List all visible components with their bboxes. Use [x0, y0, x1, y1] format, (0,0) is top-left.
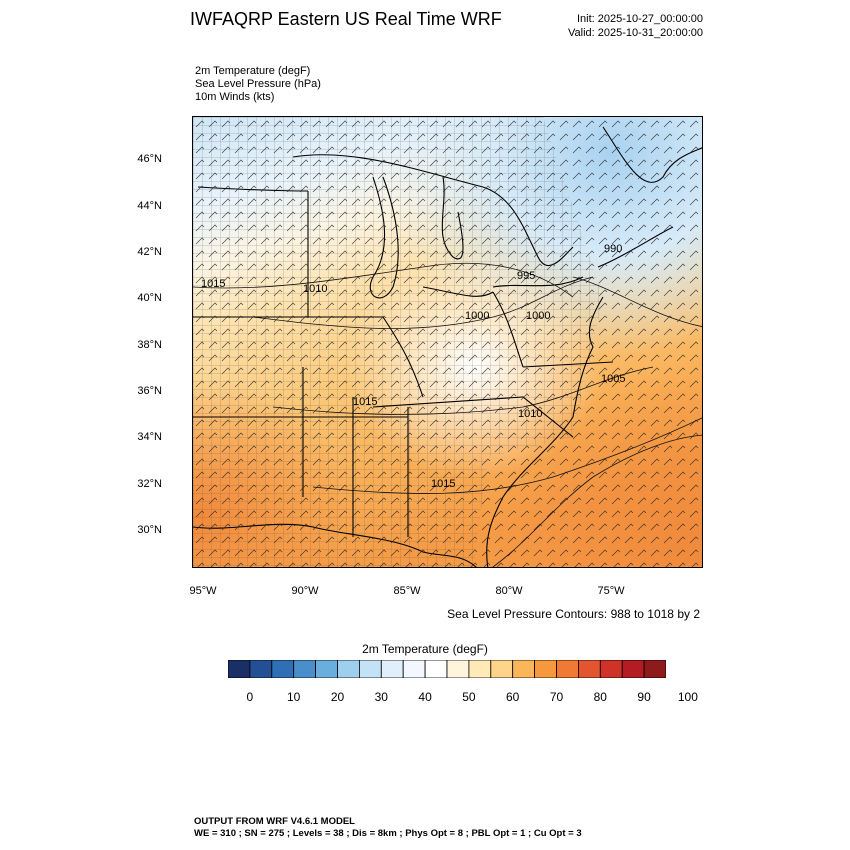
field-winds-label: 10m Winds (kts) [195, 91, 275, 103]
colorbar-label-70: 70 [549, 690, 564, 704]
field-temperature-label: 2m Temperature (degF) [195, 65, 311, 77]
contour-note: Sea Level Pressure Contours: 988 to 1018… [447, 607, 700, 621]
pressure-label-995: 995 [517, 270, 535, 282]
lat-label-44: 44°N [137, 200, 162, 212]
lat-label-32: 32°N [137, 478, 162, 490]
lat-label-30: 30°N [137, 524, 162, 536]
lat-label-38: 38°N [137, 339, 162, 351]
colorbar-swatch-1 [249, 660, 273, 678]
pressure-label-1000-b: 1000 [526, 310, 550, 322]
colorbar-swatch-2 [271, 660, 295, 678]
pressure-label-1010-west: 1010 [303, 283, 327, 295]
colorbar-swatch-19 [643, 660, 666, 678]
colorbar-swatch-0 [228, 660, 251, 678]
lon-label-80: 80°W [495, 585, 523, 597]
footer-model-line: OUTPUT FROM WRF V4.6.1 MODEL [194, 816, 355, 827]
field-pressure-label: Sea Level Pressure (hPa) [195, 78, 321, 90]
colorbar-swatch-18 [621, 660, 645, 678]
colorbar-title: 2m Temperature (degF) [362, 642, 488, 656]
colorbar-swatch-9 [424, 660, 448, 678]
wind-barbs [193, 117, 702, 567]
colorbar-swatch-5 [337, 660, 360, 678]
pressure-label-1010-east: 1010 [518, 408, 542, 420]
valid-time: Valid: 2025-10-31_20:00:00 [568, 27, 703, 39]
lat-label-34: 34°N [137, 431, 162, 443]
colorbar [228, 660, 666, 678]
pressure-label-1005: 1005 [601, 373, 625, 385]
lat-label-40: 40°N [137, 292, 162, 304]
pressure-labels: 1015 1010 1000 1000 995 990 1005 1015 10… [201, 243, 625, 490]
lon-label-85: 85°W [393, 585, 421, 597]
colorbar-swatch-12 [490, 660, 514, 678]
lon-label-75: 75°W [597, 585, 625, 597]
map-title: IWFAQRP Eastern US Real Time WRF [190, 9, 502, 29]
lon-label-90: 90°W [291, 585, 319, 597]
pressure-contours [193, 262, 702, 567]
lat-label-36: 36°N [137, 385, 162, 397]
lon-label-95: 95°W [189, 585, 217, 597]
colorbar-swatch-6 [358, 660, 382, 678]
pressure-label-1015-south: 1015 [431, 478, 455, 490]
colorbar-label-50: 50 [462, 690, 476, 704]
colorbar-swatch-13 [512, 660, 536, 678]
colorbar-swatch-14 [534, 660, 557, 678]
colorbar-label-30: 30 [374, 690, 388, 704]
colorbar-label-0: 0 [246, 690, 254, 704]
colorbar-label-80: 80 [593, 690, 607, 704]
colorbar-label-60: 60 [506, 690, 520, 704]
colorbar-swatch-3 [293, 660, 316, 678]
colorbar-swatch-11 [468, 660, 492, 678]
map-canvas: 1015 1010 1000 1000 995 990 1005 1015 10… [193, 117, 702, 567]
init-time: Init: 2025-10-27_00:00:00 [577, 13, 703, 25]
pressure-label-1000-a: 1000 [465, 310, 489, 322]
colorbar-swatch-17 [599, 660, 623, 678]
pressure-label-1015-west: 1015 [201, 278, 225, 290]
colorbar-label-100: 100 [677, 690, 698, 704]
colorbar-swatch-8 [402, 660, 426, 678]
colorbar-label-90: 90 [637, 690, 651, 704]
colorbar-swatch-10 [446, 660, 470, 678]
weather-map: 1015 1010 1000 1000 995 990 1005 1015 10… [192, 116, 703, 568]
colorbar-label-40: 40 [418, 690, 432, 704]
colorbar-label-10: 10 [287, 690, 301, 704]
colorbar-label-20: 20 [330, 690, 345, 704]
colorbar-swatch-4 [315, 660, 338, 678]
lat-label-42: 42°N [137, 246, 162, 258]
pressure-label-1015-mid: 1015 [353, 396, 377, 408]
footer-config-line: WE = 310 ; SN = 275 ; Levels = 38 ; Dis … [194, 828, 582, 839]
lat-label-46: 46°N [137, 153, 162, 165]
colorbar-swatch-15 [556, 660, 579, 678]
colorbar-swatch-16 [577, 660, 601, 678]
pressure-label-990: 990 [604, 243, 622, 255]
colorbar-swatch-7 [380, 660, 404, 678]
